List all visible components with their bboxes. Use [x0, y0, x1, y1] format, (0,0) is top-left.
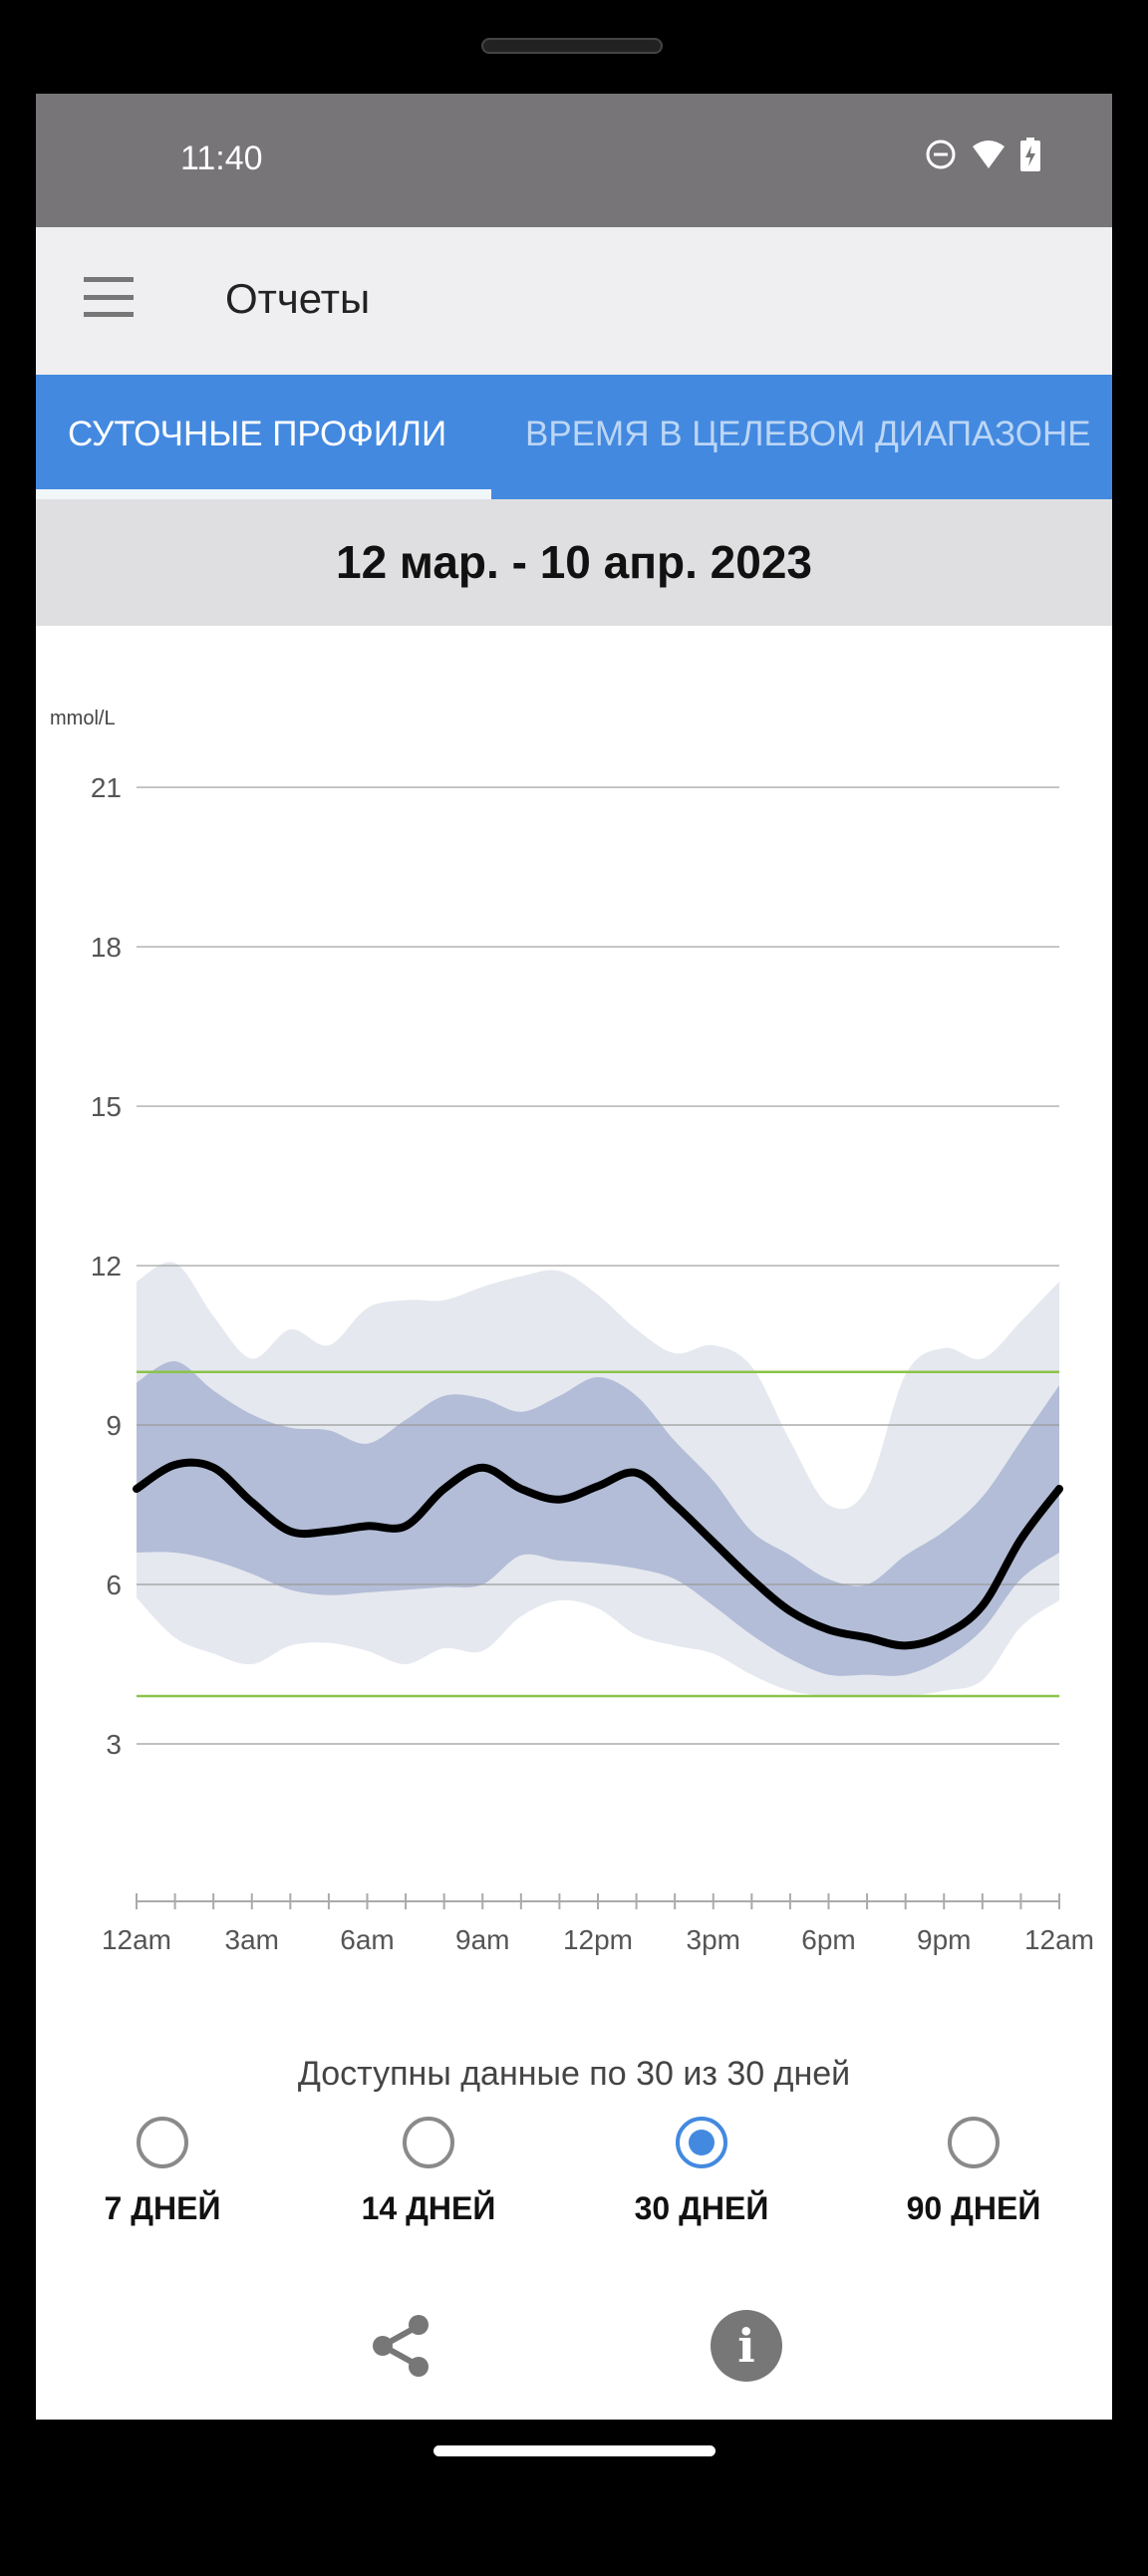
status-bar: 11:40: [36, 94, 1112, 227]
status-time: 11:40: [180, 140, 263, 177]
radio-button[interactable]: [403, 2117, 454, 2168]
period-label: 30 ДНЕЙ: [634, 2190, 769, 2226]
info-icon[interactable]: i: [711, 2310, 782, 2382]
wifi-icon: [973, 141, 1004, 168]
hamburger-menu-icon[interactable]: [84, 277, 134, 317]
date-range: 12 мар. - 10 апр. 2023: [36, 499, 1112, 626]
y-tick-label: 21: [91, 772, 122, 803]
home-indicator[interactable]: [433, 2445, 716, 2456]
median-line: [133, 1458, 1063, 1650]
radio-button[interactable]: [948, 2117, 1000, 2168]
x-tick-label: 12pm: [563, 1924, 633, 1955]
tab-time-in-range[interactable]: ВРЕМЯ В ЦЕЛЕВОМ ДИАПАЗОНЕ: [525, 415, 1091, 453]
availability-text: Доступны данные по 30 из 30 дней: [297, 2055, 851, 2093]
x-tick-label: 6pm: [801, 1924, 855, 1955]
x-tick-label: 12am: [1024, 1924, 1094, 1955]
speaker-grille: [481, 38, 663, 54]
status-icons: [925, 138, 1040, 171]
x-tick-label: 6am: [340, 1924, 394, 1955]
radio-button[interactable]: [137, 2117, 188, 2168]
y-tick-label: 3: [106, 1729, 122, 1760]
page-title: Отчеты: [225, 275, 371, 322]
tab-daily-profiles[interactable]: СУТОЧНЫЕ ПРОФИЛИ: [68, 415, 447, 453]
battery-charging-icon: [1020, 138, 1040, 171]
x-tick-label: 3am: [225, 1924, 279, 1955]
period-14-days[interactable]: 14 ДНЕЙ: [319, 2117, 538, 2227]
y-tick-label: 9: [106, 1410, 122, 1441]
period-90-days[interactable]: 90 ДНЕЙ: [864, 2117, 1083, 2227]
period-30-days[interactable]: 30 ДНЕЙ: [592, 2117, 811, 2227]
period-label: 7 ДНЕЙ: [104, 2190, 221, 2226]
period-label: 14 ДНЕЙ: [361, 2190, 496, 2226]
tab-bar: СУТОЧНЫЕ ПРОФИЛИ ВРЕМЯ В ЦЕЛЕВОМ ДИАПАЗО…: [36, 375, 1112, 499]
y-tick-label: 12: [91, 1251, 122, 1282]
x-tick-label: 3pm: [687, 1924, 740, 1955]
y-tick-label: 6: [106, 1570, 122, 1600]
screen: 11:40 Отчеты СУТОЧНЫЕ ПРОФИЛИ ВРЕМЯ В ЦЕ…: [36, 94, 1112, 2420]
radio-button[interactable]: [676, 2117, 727, 2168]
app-bar: Отчеты: [36, 227, 1112, 375]
y-tick-label: 15: [91, 1091, 122, 1122]
band-25-75-percentile: [137, 1360, 1059, 1676]
tab-indicator: [36, 489, 491, 499]
x-tick-label: 12am: [102, 1924, 171, 1955]
y-axis-unit-label: mmol/L: [50, 708, 116, 729]
period-label: 90 ДНЕЙ: [906, 2190, 1041, 2226]
period-7-days[interactable]: 7 ДНЕЙ: [53, 2117, 272, 2227]
glucose-profile-chart: mmol/L 3 6 9 12 15 18 21 12am 3am 6am 9am 12pm 3pm 6pm…: [50, 708, 1094, 1955]
y-tick-label: 18: [91, 932, 122, 963]
x-tick-label: 9am: [455, 1924, 509, 1955]
x-tick-label: 9pm: [917, 1924, 971, 1955]
do-not-disturb-icon: [926, 140, 956, 169]
share-icon[interactable]: [365, 2310, 436, 2382]
